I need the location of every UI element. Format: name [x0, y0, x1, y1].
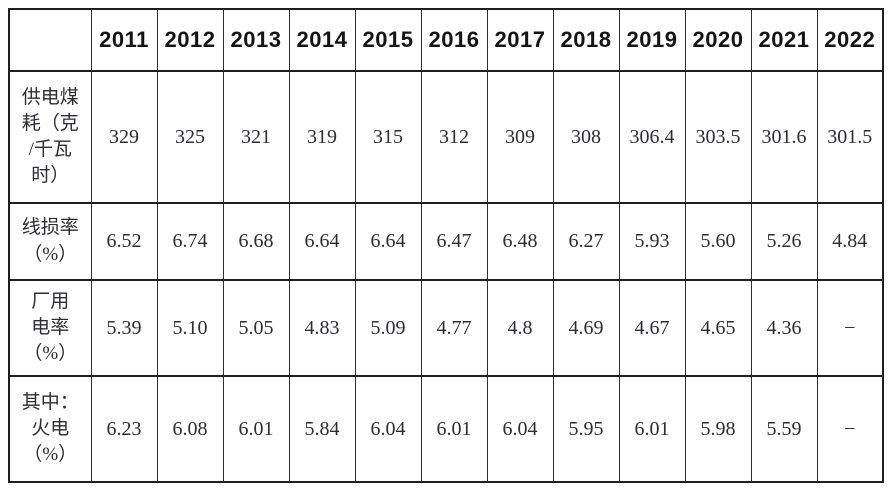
value-cell: 321	[222, 70, 290, 204]
year-header-2015: 2015	[354, 8, 422, 72]
value-cell: 4.84	[816, 202, 884, 281]
value-cell: 4.83	[288, 279, 356, 377]
value-cell: 6.01	[222, 375, 290, 483]
table-row-thermal-power: 其中： 火电 （%） 6.23 6.08 6.01 5.84 6.04 6.01…	[8, 375, 884, 483]
table-row-plant-power-rate: 厂用 电率 （%） 5.39 5.10 5.05 4.83 5.09 4.77 …	[8, 279, 884, 377]
value-cell: 4.65	[684, 279, 752, 377]
value-cell: 4.8	[486, 279, 554, 377]
value-cell: 4.67	[618, 279, 686, 377]
year-header-2019: 2019	[618, 8, 686, 72]
row-label-plant-power-rate: 厂用 电率 （%）	[8, 279, 92, 377]
year-header-2017: 2017	[486, 8, 554, 72]
value-cell: 6.52	[90, 202, 158, 281]
year-header-2014: 2014	[288, 8, 356, 72]
value-cell: 4.69	[552, 279, 620, 377]
value-cell: 5.05	[222, 279, 290, 377]
value-cell: 6.48	[486, 202, 554, 281]
value-cell: 6.01	[420, 375, 488, 483]
value-cell: 4.77	[420, 279, 488, 377]
table-row-line-loss-rate: 线损率 （%） 6.52 6.74 6.68 6.64 6.64 6.47 6.…	[8, 202, 884, 281]
value-cell: 5.93	[618, 202, 686, 281]
corner-cell	[8, 8, 92, 72]
value-cell: 325	[156, 70, 224, 204]
value-cell: 5.39	[90, 279, 158, 377]
value-cell: 5.09	[354, 279, 422, 377]
value-cell: 306.4	[618, 70, 686, 204]
power-statistics-table: 2011 2012 2013 2014 2015 2016 2017 2018 …	[8, 8, 884, 483]
year-header-2018: 2018	[552, 8, 620, 72]
value-cell: 319	[288, 70, 356, 204]
year-header-row: 2011 2012 2013 2014 2015 2016 2017 2018 …	[8, 8, 884, 72]
value-cell: 5.60	[684, 202, 752, 281]
statistics-table-container: 2011 2012 2013 2014 2015 2016 2017 2018 …	[8, 8, 884, 483]
value-cell: 6.27	[552, 202, 620, 281]
value-cell: 6.01	[618, 375, 686, 483]
value-cell: 315	[354, 70, 422, 204]
value-cell: 6.08	[156, 375, 224, 483]
row-label-thermal-power: 其中： 火电 （%）	[8, 375, 92, 483]
value-cell: 303.5	[684, 70, 752, 204]
value-cell: 5.95	[552, 375, 620, 483]
year-header-2011: 2011	[90, 8, 158, 72]
value-cell: 5.26	[750, 202, 818, 281]
row-label-line-loss-rate: 线损率 （%）	[8, 202, 92, 281]
year-header-2021: 2021	[750, 8, 818, 72]
year-header-2012: 2012	[156, 8, 224, 72]
value-cell: 6.47	[420, 202, 488, 281]
value-cell: 6.04	[486, 375, 554, 483]
value-cell: 329	[90, 70, 158, 204]
value-cell: 6.68	[222, 202, 290, 281]
year-header-2022: 2022	[816, 8, 884, 72]
value-cell: 5.84	[288, 375, 356, 483]
value-cell: −	[816, 279, 884, 377]
value-cell: 6.64	[354, 202, 422, 281]
value-cell: 6.04	[354, 375, 422, 483]
value-cell: 309	[486, 70, 554, 204]
row-label-coal-consumption: 供电煤 耗（克 /千瓦 时）	[8, 70, 92, 204]
year-header-2016: 2016	[420, 8, 488, 72]
value-cell: 308	[552, 70, 620, 204]
value-cell: 6.74	[156, 202, 224, 281]
value-cell: 301.6	[750, 70, 818, 204]
value-cell: −	[816, 375, 884, 483]
value-cell: 301.5	[816, 70, 884, 204]
table-row-coal-consumption: 供电煤 耗（克 /千瓦 时） 329 325 321 319 315 312 3…	[8, 70, 884, 204]
value-cell: 5.59	[750, 375, 818, 483]
value-cell: 4.36	[750, 279, 818, 377]
year-header-2020: 2020	[684, 8, 752, 72]
value-cell: 5.98	[684, 375, 752, 483]
value-cell: 5.10	[156, 279, 224, 377]
value-cell: 6.23	[90, 375, 158, 483]
value-cell: 6.64	[288, 202, 356, 281]
year-header-2013: 2013	[222, 8, 290, 72]
value-cell: 312	[420, 70, 488, 204]
